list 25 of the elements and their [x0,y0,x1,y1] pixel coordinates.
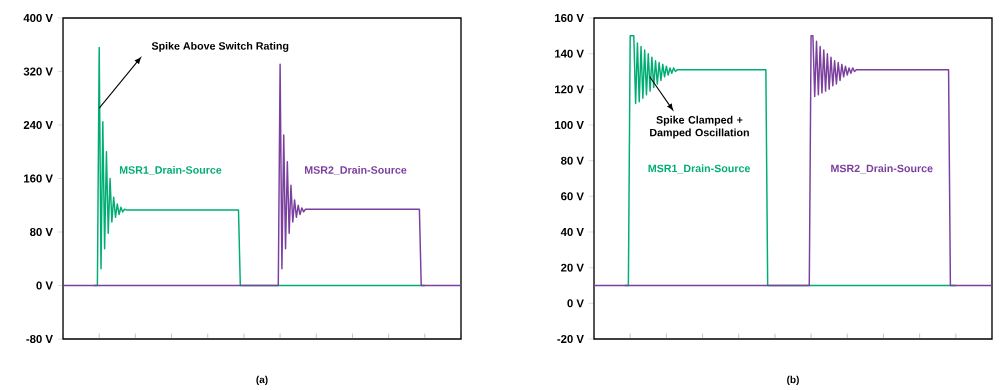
y-tick-label: 60 V [561,192,584,201]
y-tick-label: 100 V [555,121,584,130]
y-tick-label: 160 V [555,14,584,23]
y-tick-label: 240 V [23,121,53,130]
series-label: MSR1_Drain-Source [648,164,750,174]
y-tick-label: 160 V [24,174,53,183]
y-tick-label: 120 V [555,85,584,94]
y-tick-label: 20 V [561,263,584,272]
series-label: MSR1_Drain-Source [119,166,222,176]
y-tick-label: -80 V [26,335,53,344]
y-tick-label: 140 V [555,49,584,58]
y-tick-label: 400 V [23,14,53,23]
x-axis-title: (a) [256,376,268,386]
y-tick-label: 0 V [567,299,584,308]
annotation: Spike Above Switch Rating [151,42,289,53]
y-tick-label: 320 V [23,67,53,76]
y-tick-label: -20 V [557,335,584,344]
annotation: Spike Clamped + Damped Oscillation [650,116,749,139]
y-tick-label: 80 V [561,156,584,165]
y-tick-label: 80 V [30,228,53,237]
y-tick-label: 0 V [36,281,53,290]
series-label: MSR2_Drain-Source [304,166,407,176]
x-axis-title: (b) [787,376,799,386]
y-tick-label: 40 V [560,228,584,237]
series-label: MSR2_Drain-Source [831,164,933,174]
